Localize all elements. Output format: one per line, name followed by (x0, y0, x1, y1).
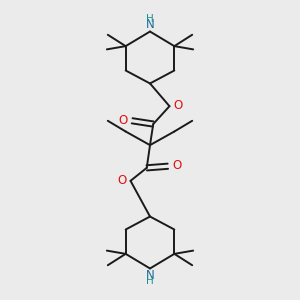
Text: N: N (146, 18, 154, 31)
Text: N: N (146, 269, 154, 282)
Text: H: H (146, 276, 154, 286)
Text: O: O (173, 99, 183, 112)
Text: O: O (118, 114, 127, 127)
Text: O: O (173, 159, 182, 172)
Text: H: H (146, 14, 154, 24)
Text: O: O (117, 174, 127, 187)
